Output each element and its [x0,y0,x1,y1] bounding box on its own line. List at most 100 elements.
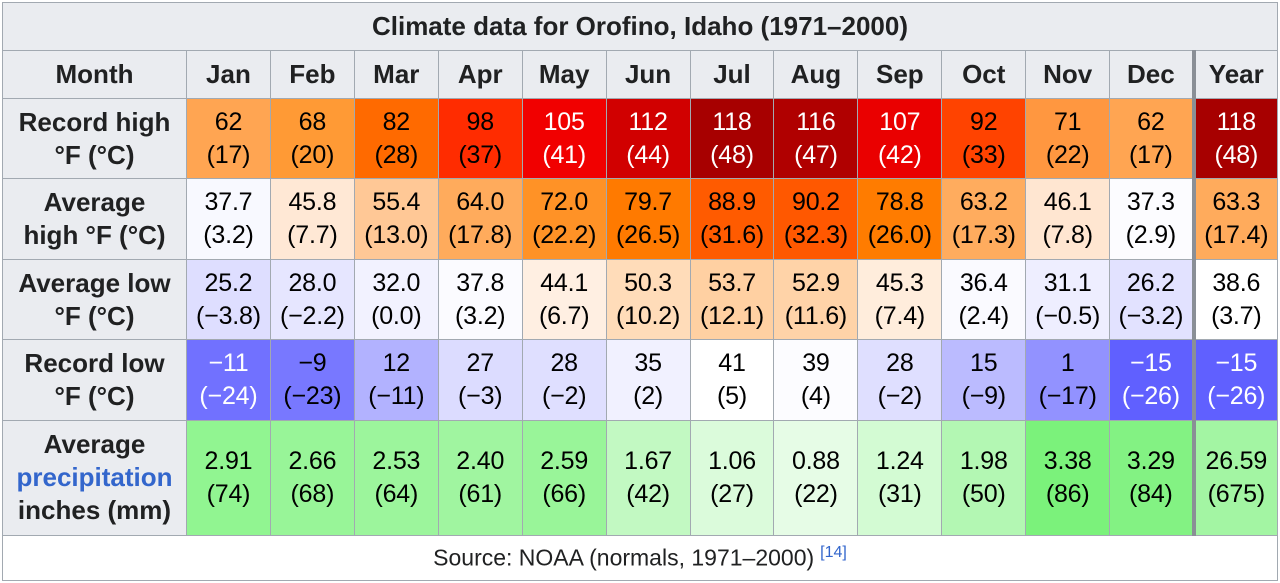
cell-record-low-feb: −9 (−23) [269,339,355,421]
cell-value-metric: (−2) [541,382,587,411]
cell-value-imperial: 116 [796,107,836,136]
cell-precip-aug: 0.88 (22) [773,419,859,537]
cell-value-metric: (3.7) [1211,301,1262,330]
cell-record-low-jul: 41 (5) [689,339,775,421]
cell-value-imperial: 38.6 [1212,268,1261,297]
cell-value-metric: (44) [626,140,670,169]
cell-value-metric: (7.7) [287,221,338,250]
month-header-jul: Jul [689,50,775,99]
cell-value-imperial: 31.1 [1043,268,1092,297]
precipitation-link[interactable]: precipitation [16,462,173,493]
cell-value-metric: (22) [1045,140,1090,169]
cell-value-imperial: 45.8 [288,188,337,217]
cell-value-imperial: 2.40 [456,446,505,475]
table-body: Record high °F (°C) 62 (17) 68 (20) 82 (28) 98 (3… [2,97,1278,537]
cell-value-imperial: −15 [1129,349,1172,378]
cell-record-low-oct: 15 (−9) [941,339,1027,421]
cell-value-imperial: 35 [634,349,662,378]
cell-value-metric: (−3) [458,382,503,411]
cell-value-metric: (84) [1129,479,1173,508]
cell-avg-low-feb: 28.0 (−2.2) [269,258,355,341]
cell-value-imperial: 44.1 [540,268,589,297]
cell-value-imperial: 36.4 [959,268,1008,297]
cell-precip-oct: 1.98 (50) [941,419,1027,537]
cell-record-low-jun: 35 (2) [605,339,691,421]
cell-record-high-sep: 107 (42) [857,97,943,180]
cell-value-imperial: 28 [550,349,578,378]
cell-value-metric: (48) [1214,140,1259,169]
cell-precip-may: 2.59 (66) [521,419,607,537]
cell-value-metric: (−23) [283,382,342,411]
cell-value-imperial: 68 [298,107,327,136]
row-header-line: inches (mm) [17,495,172,526]
cell-avg-high-feb: 45.8 (7.7) [269,178,355,260]
row-header-line: Average [43,187,146,218]
cell-avg-high-dec: 37.3 (2.9) [1109,178,1195,260]
cell-value-metric: (26.0) [867,221,932,250]
cell-avg-high-oct: 63.2 (17.3) [941,178,1027,260]
cell-value-metric: (−24) [199,382,258,411]
cell-value-imperial: 112 [628,107,668,136]
cell-value-metric: (−2.2) [279,301,345,330]
cell-record-high-aug: 116 (47) [773,97,859,180]
cell-value-imperial: 26.2 [1126,268,1175,297]
cell-value-imperial: 53.7 [708,268,756,297]
cell-value-metric: (3.2) [203,221,254,250]
month-header-oct: Oct [941,50,1027,99]
cell-value-metric: (−0.5) [1035,301,1101,330]
cell-value-imperial: 3.29 [1126,446,1175,475]
reference-link[interactable]: [14] [820,544,847,562]
cell-value-imperial: 78.8 [875,188,924,217]
cell-record-high-may: 105 (41) [521,97,607,180]
cell-value-metric: (−9) [961,382,1007,411]
source-text: Source: NOAA (normals, 1971–2000) [433,544,815,571]
cell-value-metric: (3.2) [455,301,506,330]
cell-record-high-feb: 68 (20) [269,97,355,180]
cell-value-metric: (0.0) [371,301,422,330]
cell-value-imperial: 25.2 [204,268,253,297]
cell-value-imperial: 79.7 [624,188,672,217]
cell-avg-low-jan: 25.2 (−3.8) [186,258,271,341]
cell-precip-dec: 3.29 (84) [1109,419,1195,537]
cell-avg-high-jan: 37.7 (3.2) [186,178,271,260]
cell-value-metric: (17.4) [1204,221,1269,250]
cell-value-metric: (−3.2) [1118,301,1184,330]
cell-value-metric: (−2) [877,382,923,411]
cell-value-metric: (31.6) [699,221,765,250]
cell-value-imperial: 26.59 [1205,446,1268,475]
cell-value-imperial: 28 [886,349,914,378]
cell-value-metric: (50) [961,479,1006,508]
cell-avg-high-year: 63.3 (17.4) [1191,178,1278,260]
row-header-line: °F (°C) [54,381,135,412]
cell-record-low-mar: 12 (−11) [353,339,439,421]
cell-record-low-dec: −15 (−26) [1109,339,1195,421]
cell-value-imperial: 55.4 [372,188,421,217]
cell-precip-sep: 1.24 (31) [857,419,943,537]
cell-avg-high-nov: 46.1 (7.8) [1025,178,1111,260]
cell-value-imperial: 41 [718,349,746,378]
cell-value-imperial: 37.7 [204,188,253,217]
cell-value-metric: (13.0) [364,221,429,250]
cell-value-metric: (47) [794,140,838,169]
cell-record-low-sep: 28 (−2) [857,339,943,421]
month-header-may: May [521,50,607,99]
cell-value-metric: (−17) [1038,382,1097,411]
cell-value-imperial: 3.38 [1043,446,1092,475]
cell-avg-low-dec: 26.2 (−3.2) [1109,258,1195,341]
cell-avg-low-jul: 53.7 (12.1) [689,258,775,341]
cell-avg-low-sep: 45.3 (7.4) [857,258,943,341]
cell-avg-high-jun: 79.7 (26.5) [605,178,691,260]
month-header-apr: Apr [437,50,523,99]
cell-avg-high-sep: 78.8 (26.0) [857,178,943,260]
cell-value-imperial: 92 [970,107,998,136]
cell-value-imperial: 28.0 [288,268,337,297]
cell-avg-high-may: 72.0 (22.2) [521,178,607,260]
cell-value-metric: (42) [878,140,922,169]
cell-value-imperial: 105 [543,107,585,136]
cell-avg-low-apr: 37.8 (3.2) [437,258,523,341]
row-header-record-high: Record high °F (°C) [2,97,187,180]
row-header-record-low: Record low °F (°C) [2,339,187,421]
cell-record-high-apr: 98 (37) [437,97,523,180]
cell-value-metric: (66) [542,479,586,508]
row-header-line: Average low [18,267,171,298]
